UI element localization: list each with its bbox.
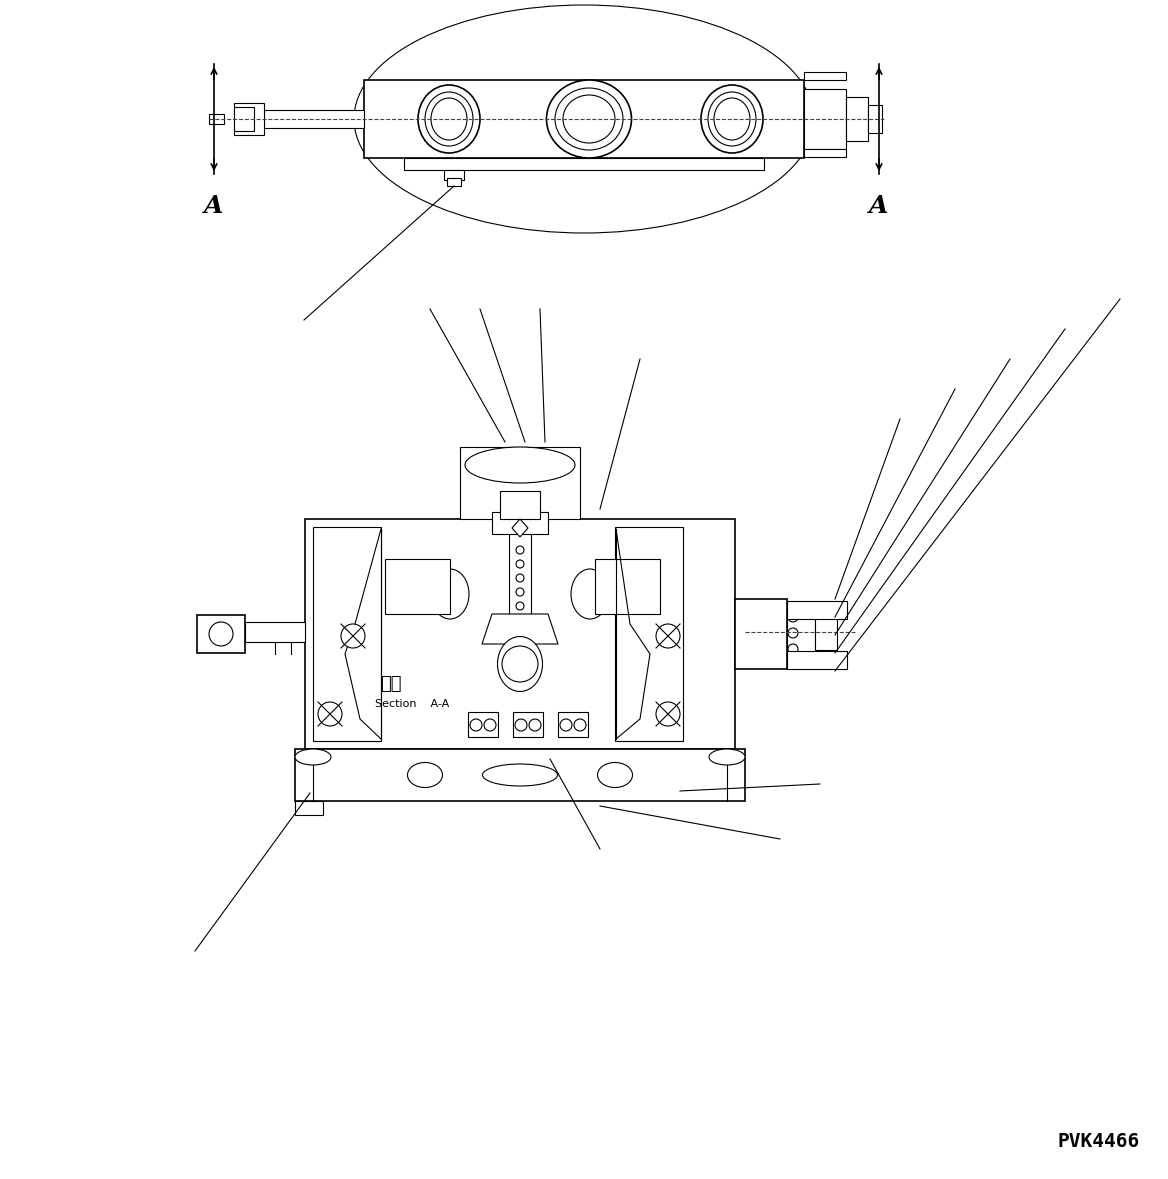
Text: A: A xyxy=(204,195,224,218)
Bar xyxy=(197,615,245,653)
Circle shape xyxy=(573,719,586,731)
Ellipse shape xyxy=(708,92,756,146)
Ellipse shape xyxy=(547,80,632,158)
Ellipse shape xyxy=(709,749,745,765)
Ellipse shape xyxy=(431,569,470,619)
Bar xyxy=(460,447,580,519)
Bar xyxy=(804,149,846,157)
Circle shape xyxy=(559,719,572,731)
Bar xyxy=(209,114,224,124)
Circle shape xyxy=(516,546,524,554)
Bar xyxy=(558,712,588,737)
Bar xyxy=(815,618,837,650)
Circle shape xyxy=(529,719,541,731)
Circle shape xyxy=(788,628,798,638)
Bar xyxy=(444,170,464,180)
Ellipse shape xyxy=(465,447,575,483)
Circle shape xyxy=(788,644,798,654)
Circle shape xyxy=(484,719,496,731)
Bar xyxy=(804,88,846,149)
Bar xyxy=(296,749,745,801)
Bar xyxy=(595,559,660,614)
Bar xyxy=(804,72,846,80)
Text: Section    A-A: Section A-A xyxy=(375,699,450,709)
Circle shape xyxy=(656,702,680,726)
Bar xyxy=(264,110,364,129)
Ellipse shape xyxy=(498,637,542,692)
Bar xyxy=(404,158,764,170)
Bar xyxy=(500,490,540,519)
Ellipse shape xyxy=(418,85,480,153)
Bar xyxy=(513,712,543,737)
Ellipse shape xyxy=(571,569,609,619)
Bar xyxy=(468,712,498,737)
Bar xyxy=(245,623,305,643)
Bar xyxy=(616,527,683,740)
Circle shape xyxy=(516,602,524,610)
Bar xyxy=(787,601,847,619)
Bar xyxy=(787,610,815,659)
Circle shape xyxy=(502,646,538,681)
Ellipse shape xyxy=(714,98,750,140)
Polygon shape xyxy=(512,519,528,536)
Ellipse shape xyxy=(354,5,814,233)
Polygon shape xyxy=(482,614,558,644)
Bar xyxy=(787,651,847,668)
Circle shape xyxy=(515,719,527,731)
Ellipse shape xyxy=(425,92,473,146)
Bar xyxy=(868,105,882,133)
Ellipse shape xyxy=(296,749,331,765)
Circle shape xyxy=(516,574,524,582)
Circle shape xyxy=(470,719,482,731)
Ellipse shape xyxy=(431,98,467,140)
Ellipse shape xyxy=(701,85,763,153)
Bar xyxy=(735,599,787,668)
Circle shape xyxy=(516,588,524,597)
Circle shape xyxy=(318,702,342,726)
Circle shape xyxy=(341,624,364,648)
Circle shape xyxy=(209,623,232,646)
Circle shape xyxy=(516,560,524,568)
Bar xyxy=(385,559,450,614)
Ellipse shape xyxy=(408,763,443,788)
Circle shape xyxy=(788,612,798,623)
Ellipse shape xyxy=(598,763,633,788)
Bar xyxy=(234,103,264,136)
Ellipse shape xyxy=(482,764,557,786)
Bar xyxy=(846,97,868,141)
Bar xyxy=(296,801,324,815)
Bar xyxy=(305,519,735,749)
Text: A: A xyxy=(869,195,889,218)
Circle shape xyxy=(656,624,680,648)
Ellipse shape xyxy=(563,95,616,143)
Text: 断面: 断面 xyxy=(380,676,402,693)
Bar xyxy=(509,523,531,614)
Bar xyxy=(234,107,253,131)
Ellipse shape xyxy=(555,88,623,150)
Bar xyxy=(447,178,461,186)
Bar xyxy=(364,80,804,158)
Text: PVK4466: PVK4466 xyxy=(1058,1132,1140,1151)
Bar xyxy=(313,527,381,740)
Bar xyxy=(492,512,548,534)
